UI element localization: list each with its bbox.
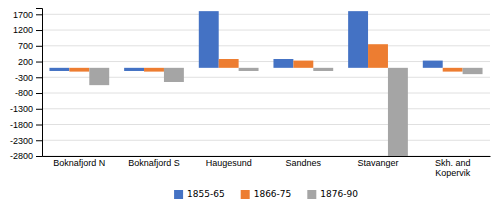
y-tick-label: -300 bbox=[15, 73, 33, 83]
y-tick-mark bbox=[36, 93, 42, 94]
bar bbox=[49, 68, 69, 71]
y-tick-mark bbox=[36, 62, 42, 63]
grid-line bbox=[42, 14, 490, 15]
y-tick: -2800 bbox=[10, 151, 42, 161]
bar bbox=[313, 68, 333, 71]
y-tick-label: -800 bbox=[15, 88, 33, 98]
y-tick-mark bbox=[36, 125, 42, 126]
y-tick-label: 1700 bbox=[13, 10, 33, 20]
x-tick-label: Haugesund bbox=[206, 158, 252, 168]
legend: 1855-65 1866-75 1876-90 bbox=[174, 189, 358, 199]
bar bbox=[463, 68, 483, 74]
bar bbox=[388, 68, 408, 156]
bar bbox=[443, 68, 463, 72]
x-tick-label: Skh. andKopervik bbox=[435, 158, 471, 178]
y-tick-label: 700 bbox=[18, 41, 33, 51]
y-tick-label: 1200 bbox=[13, 25, 33, 35]
legend-swatch bbox=[307, 190, 316, 199]
y-tick-label: -2300 bbox=[10, 136, 33, 146]
legend-label: 1866-75 bbox=[254, 189, 292, 199]
y-tick-label: -1300 bbox=[10, 104, 33, 114]
x-tick: Boknafjord S bbox=[128, 156, 180, 168]
y-tick: 700 bbox=[18, 41, 42, 51]
x-tick: Stavanger bbox=[357, 156, 398, 168]
grid-line bbox=[42, 108, 490, 109]
y-tick: -800 bbox=[15, 88, 42, 98]
grid-line bbox=[42, 124, 490, 125]
legend-swatch bbox=[174, 190, 183, 199]
y-tick-label: -2800 bbox=[10, 151, 33, 161]
bar bbox=[423, 61, 443, 68]
x-tick: Skh. andKopervik bbox=[435, 156, 471, 178]
bar-series bbox=[49, 11, 442, 71]
y-tick: -300 bbox=[15, 73, 42, 83]
bar bbox=[219, 59, 239, 68]
x-tick-label: Boknafjord S bbox=[128, 158, 180, 168]
y-tick: -1800 bbox=[10, 120, 42, 130]
legend-item: 1866-75 bbox=[241, 189, 292, 199]
y-tick-label: -1800 bbox=[10, 120, 33, 130]
legend-label: 1855-65 bbox=[187, 189, 225, 199]
bar bbox=[293, 61, 313, 68]
bar bbox=[124, 68, 144, 71]
grid-line bbox=[42, 45, 490, 46]
grid-line bbox=[42, 140, 490, 141]
x-tick: Sandnes bbox=[286, 156, 322, 168]
y-tick: 200 bbox=[18, 57, 42, 67]
x-tick: Haugesund bbox=[206, 156, 252, 168]
legend-swatch bbox=[241, 190, 250, 199]
y-tick: 1700 bbox=[13, 10, 42, 20]
bars bbox=[49, 11, 482, 156]
y-axis-line bbox=[36, 9, 43, 157]
y-tick-mark bbox=[36, 77, 42, 78]
plot: -2800 -2300 -1800 -1300 -800 -300 200 700 1200 17… bbox=[10, 9, 491, 179]
y-tick-label: 200 bbox=[18, 57, 33, 67]
x-tick-label: Stavanger bbox=[357, 158, 398, 168]
bar bbox=[144, 68, 164, 72]
bar bbox=[69, 68, 89, 72]
bar bbox=[164, 68, 184, 82]
bar bbox=[348, 11, 368, 68]
legend-item: 1876-90 bbox=[307, 189, 358, 199]
x-tick-label: Boknafjord N bbox=[53, 158, 105, 168]
bar-series bbox=[89, 68, 482, 156]
x-axis-line bbox=[43, 156, 491, 157]
x-tick-label: Sandnes bbox=[286, 158, 322, 168]
bar bbox=[368, 44, 388, 68]
grid-line bbox=[42, 156, 490, 157]
y-tick: 1200 bbox=[13, 25, 42, 35]
chart: -2800 -2300 -1800 -1300 -800 -300 200 700 1200 17… bbox=[0, 0, 500, 202]
y-tick-mark bbox=[36, 109, 42, 110]
y-tick-mark bbox=[36, 30, 42, 31]
y-tick: -1300 bbox=[10, 104, 42, 114]
y-axis: -2800 -2300 -1800 -1300 -800 -300 200 700 1200 17… bbox=[10, 9, 43, 162]
y-tick-mark bbox=[36, 140, 42, 141]
legend-label: 1876-90 bbox=[320, 189, 358, 199]
x-tick: Boknafjord N bbox=[53, 156, 105, 168]
x-axis: Boknafjord N Boknafjord S Haugesund Sandnes… bbox=[43, 156, 491, 178]
bar bbox=[273, 59, 293, 68]
grid-line bbox=[42, 93, 490, 94]
bar bbox=[199, 11, 219, 68]
y-tick-mark bbox=[36, 46, 42, 47]
y-tick-mark bbox=[36, 156, 42, 157]
bar-series bbox=[69, 44, 462, 71]
legend-item: 1855-65 bbox=[174, 189, 225, 199]
y-tick: -2300 bbox=[10, 136, 42, 146]
grid bbox=[42, 14, 490, 156]
bar bbox=[239, 68, 259, 71]
grid-line bbox=[42, 30, 490, 31]
bar bbox=[89, 68, 109, 85]
y-tick-mark bbox=[36, 14, 42, 15]
